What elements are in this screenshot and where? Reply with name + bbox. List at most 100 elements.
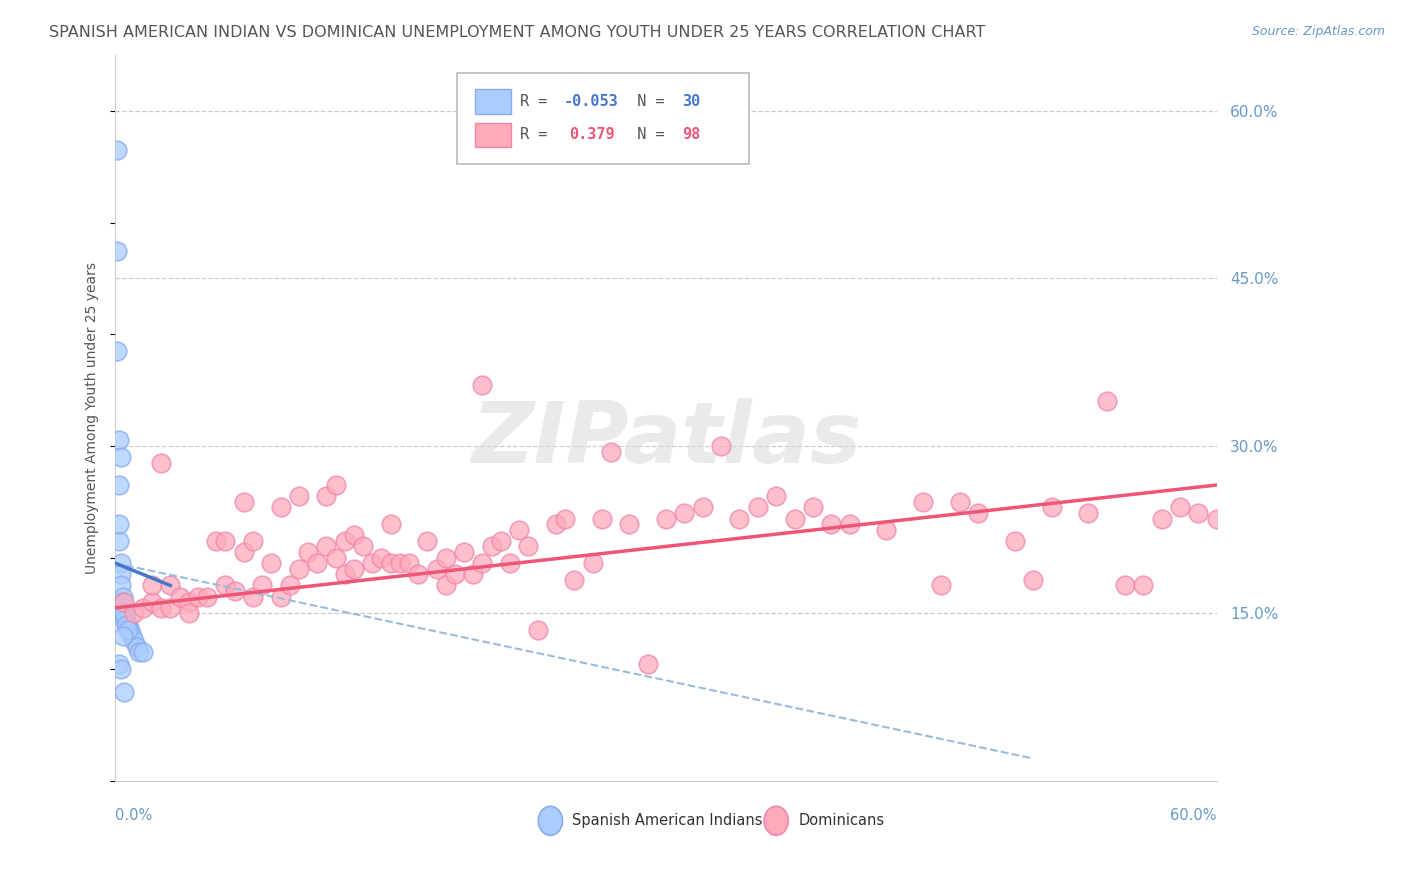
Text: Spanish American Indians: Spanish American Indians bbox=[572, 814, 763, 829]
Point bbox=[1205, 511, 1227, 525]
Text: 60.0%: 60.0% bbox=[1170, 808, 1216, 823]
FancyBboxPatch shape bbox=[475, 89, 510, 114]
Point bbox=[444, 567, 467, 582]
Point bbox=[115, 617, 138, 632]
Point bbox=[352, 540, 374, 554]
Point bbox=[838, 517, 860, 532]
Point bbox=[508, 523, 530, 537]
Point bbox=[110, 556, 132, 570]
Point bbox=[150, 600, 173, 615]
Point bbox=[127, 640, 149, 654]
Point bbox=[122, 634, 145, 648]
Point bbox=[931, 578, 953, 592]
Point bbox=[333, 533, 356, 548]
Point bbox=[187, 590, 209, 604]
Point bbox=[591, 511, 613, 525]
Point bbox=[425, 562, 447, 576]
Point bbox=[114, 600, 136, 615]
Point bbox=[232, 545, 254, 559]
Point bbox=[434, 550, 457, 565]
Text: N =: N = bbox=[619, 94, 673, 109]
Point bbox=[783, 511, 806, 525]
Point bbox=[912, 495, 935, 509]
Point bbox=[205, 533, 228, 548]
Point bbox=[499, 556, 522, 570]
Point bbox=[117, 623, 139, 637]
Point bbox=[132, 645, 155, 659]
Point bbox=[288, 562, 311, 576]
Point bbox=[481, 540, 503, 554]
Point bbox=[114, 595, 136, 609]
Point bbox=[526, 623, 548, 637]
Point bbox=[177, 595, 200, 609]
Point bbox=[159, 600, 181, 615]
Point bbox=[114, 607, 136, 621]
Point bbox=[111, 590, 134, 604]
Point bbox=[260, 556, 283, 570]
Point bbox=[562, 573, 585, 587]
Point bbox=[325, 550, 347, 565]
FancyBboxPatch shape bbox=[457, 73, 748, 164]
Point bbox=[132, 600, 155, 615]
Point bbox=[453, 545, 475, 559]
Point bbox=[1225, 590, 1247, 604]
Point bbox=[108, 657, 131, 671]
Text: R =: R = bbox=[520, 94, 555, 109]
Point bbox=[315, 489, 337, 503]
Point bbox=[250, 578, 273, 592]
Point bbox=[765, 489, 787, 503]
Point bbox=[108, 533, 131, 548]
Point bbox=[270, 590, 292, 604]
Point bbox=[297, 545, 319, 559]
Point bbox=[114, 684, 136, 698]
Point bbox=[114, 612, 136, 626]
Text: 30: 30 bbox=[682, 94, 700, 109]
Point bbox=[600, 444, 623, 458]
Point bbox=[325, 478, 347, 492]
Point bbox=[141, 578, 163, 592]
Point bbox=[110, 450, 132, 464]
Point bbox=[517, 540, 540, 554]
Point bbox=[406, 567, 429, 582]
Point bbox=[967, 506, 990, 520]
Point bbox=[1114, 578, 1136, 592]
Point bbox=[343, 562, 366, 576]
Text: SPANISH AMERICAN INDIAN VS DOMINICAN UNEMPLOYMENT AMONG YOUTH UNDER 25 YEARS COR: SPANISH AMERICAN INDIAN VS DOMINICAN UNE… bbox=[49, 25, 986, 40]
Ellipse shape bbox=[538, 806, 562, 835]
Point bbox=[1187, 506, 1209, 520]
Point bbox=[242, 590, 264, 604]
Point bbox=[875, 523, 897, 537]
Point bbox=[1022, 573, 1045, 587]
Point bbox=[673, 506, 696, 520]
Point bbox=[288, 489, 311, 503]
Text: 0.0%: 0.0% bbox=[115, 808, 152, 823]
Ellipse shape bbox=[763, 806, 789, 835]
Point bbox=[581, 556, 603, 570]
Point bbox=[224, 584, 246, 599]
Point bbox=[655, 511, 678, 525]
Point bbox=[343, 528, 366, 542]
Point bbox=[315, 540, 337, 554]
Point bbox=[544, 517, 567, 532]
Point bbox=[471, 556, 494, 570]
Point bbox=[115, 612, 138, 626]
Point bbox=[110, 578, 132, 592]
Point bbox=[801, 500, 824, 515]
Point bbox=[388, 556, 411, 570]
Point bbox=[242, 533, 264, 548]
Point bbox=[692, 500, 714, 515]
Point bbox=[105, 143, 128, 157]
Point bbox=[1004, 533, 1026, 548]
Point bbox=[619, 517, 641, 532]
Point bbox=[150, 456, 173, 470]
Point bbox=[307, 556, 329, 570]
Point bbox=[710, 439, 733, 453]
Point bbox=[232, 495, 254, 509]
Point bbox=[380, 517, 402, 532]
Point bbox=[128, 645, 150, 659]
Point bbox=[380, 556, 402, 570]
Point bbox=[122, 607, 145, 621]
Point bbox=[728, 511, 751, 525]
Text: ZIPatlas: ZIPatlas bbox=[471, 399, 860, 482]
Point bbox=[214, 533, 236, 548]
